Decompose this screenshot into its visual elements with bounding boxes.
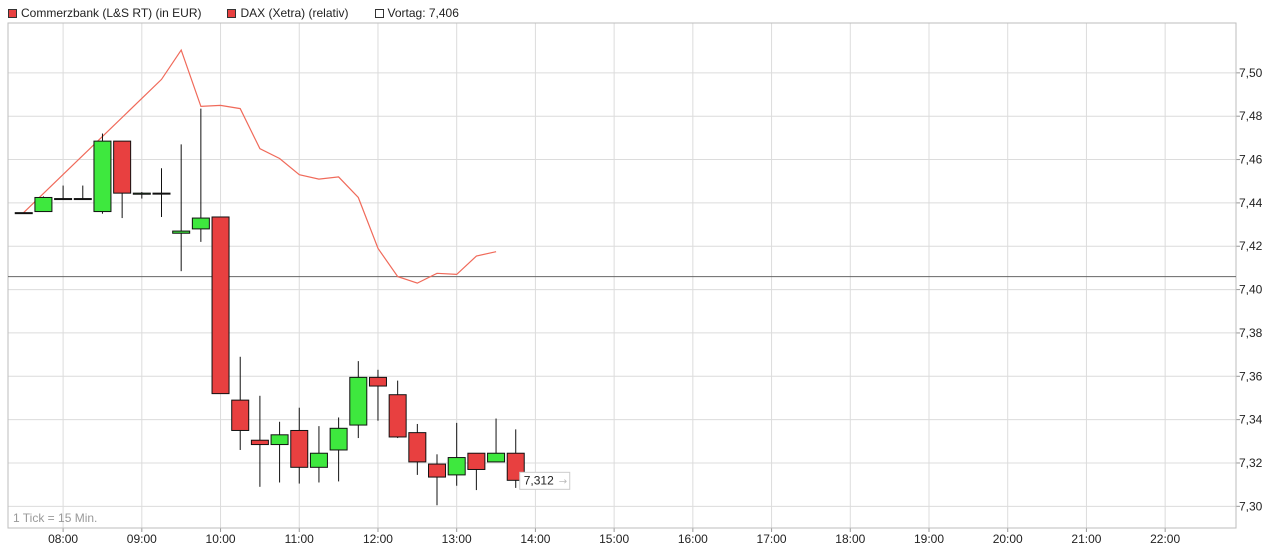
candle (447, 422, 466, 486)
y-tick-label: 7,46 (1239, 153, 1263, 167)
x-axis-labels: 08:00 09:00 10:00 11:00 12:00 13:00 14:00 15:00… (48, 532, 1180, 546)
x-tick-label: 17:00 (757, 532, 787, 546)
candle-body-down (428, 463, 447, 478)
legend-label-dax: DAX (Xetra) (relativ) (240, 6, 349, 20)
x-tick-label: 15:00 (599, 532, 629, 546)
candle-body-down (211, 216, 230, 395)
candle-body-up (132, 192, 151, 195)
candle-body-up (152, 192, 171, 195)
legend-swatch-dax (227, 8, 237, 18)
candle-body-up (73, 198, 92, 201)
tick-interval-note: 1 Tick = 15 Min. (13, 511, 97, 525)
candle-body-down (467, 452, 486, 470)
y-tick-label: 7,30 (1239, 499, 1263, 513)
x-tick-label: 13:00 (442, 532, 472, 546)
last-price-box (519, 471, 571, 490)
legend-label-commerzbank: Commerzbank (L&S RT) (in EUR) (21, 6, 202, 20)
y-tick-label: 7,48 (1239, 109, 1263, 123)
x-tick-label: 16:00 (678, 532, 708, 546)
candle (467, 452, 486, 491)
candle-body-down (250, 439, 269, 446)
x-tick-label: 19:00 (914, 532, 944, 546)
y-tick-label: 7,44 (1239, 196, 1263, 210)
grid-lines (8, 23, 1240, 532)
candle-body-up (93, 140, 112, 213)
candle (34, 196, 53, 213)
last-price-label: 7,312 (524, 473, 554, 487)
candle-body-up (54, 198, 73, 201)
candle-body-up (172, 230, 191, 234)
candle-body-up (34, 196, 53, 213)
legend-label-vortag: Vortag: 7,406 (387, 6, 459, 20)
y-tick-label: 7,40 (1239, 283, 1263, 297)
candle-body-down (231, 399, 250, 431)
x-tick-label: 18:00 (835, 532, 865, 546)
candle-body-down (388, 394, 407, 438)
y-tick-label: 7,50 (1239, 66, 1263, 80)
candle (231, 356, 250, 450)
last-price-tag: 7,312 → (519, 471, 571, 490)
candle (349, 361, 368, 439)
candle (290, 407, 309, 484)
candle (329, 417, 348, 482)
candle (14, 212, 33, 215)
candle (250, 395, 269, 487)
candle-body-up (309, 452, 328, 468)
y-tick-label: 7,36 (1239, 369, 1263, 383)
y-axis-labels: 7,30 7,32 7,34 7,36 7,38 7,40 7,42 7,44 7,46 7,48… (1239, 66, 1263, 513)
plot-frame (7, 22, 1237, 529)
candle (368, 369, 387, 421)
candle-body-up (270, 434, 289, 446)
x-tick-label: 14:00 (520, 532, 550, 546)
candle-body-up (447, 457, 466, 476)
candle (191, 108, 210, 242)
candle-body-down (290, 429, 309, 468)
legend-swatch-commerzbank (8, 8, 17, 18)
candle (309, 426, 328, 483)
candle-body-up (349, 376, 368, 426)
candle-body-up (14, 212, 33, 215)
x-tick-label: 21:00 (1071, 532, 1101, 546)
chart-legend: Commerzbank (L&S RT) (in EUR) DAX (Xetra… (8, 5, 485, 21)
candle (388, 380, 407, 439)
x-tick-label: 11:00 (285, 532, 314, 546)
candle (54, 185, 73, 201)
candle-body-up (487, 452, 506, 463)
x-tick-label: 12:00 (363, 532, 393, 546)
candle (270, 421, 289, 483)
x-tick-label: 09:00 (127, 532, 157, 546)
candle (487, 418, 506, 463)
candle (428, 454, 447, 506)
legend-item-commerzbank[interactable]: Commerzbank (L&S RT) (in EUR) (8, 6, 201, 20)
candle (211, 216, 230, 395)
candles (14, 108, 525, 506)
candle (172, 144, 191, 272)
legend-item-dax[interactable]: DAX (Xetra) (relativ) (227, 6, 349, 20)
arrow-right-icon: → (559, 476, 567, 487)
candle-body-down (113, 140, 132, 194)
legend-swatch-vortag (374, 8, 384, 18)
x-tick-label: 20:00 (993, 532, 1023, 546)
candle (408, 423, 427, 475)
y-tick-label: 7,34 (1239, 413, 1263, 427)
candle-body-up (329, 427, 348, 451)
candle (93, 133, 112, 214)
candle (73, 185, 92, 201)
x-tick-label: 22:00 (1150, 532, 1180, 546)
y-tick-label: 7,38 (1239, 326, 1263, 340)
legend-item-vortag[interactable]: Vortag: 7,406 (374, 6, 459, 20)
candle (132, 192, 151, 199)
candle (152, 168, 171, 217)
x-tick-label: 10:00 (206, 532, 236, 546)
candle-body-down (368, 376, 387, 387)
candle-body-down (408, 432, 427, 463)
y-tick-label: 7,42 (1239, 239, 1263, 253)
candle (113, 140, 132, 219)
y-tick-label: 7,32 (1239, 456, 1263, 470)
candle-body-up (191, 217, 210, 230)
x-tick-label: 08:00 (48, 532, 78, 546)
dax-series-line (23, 48, 497, 284)
